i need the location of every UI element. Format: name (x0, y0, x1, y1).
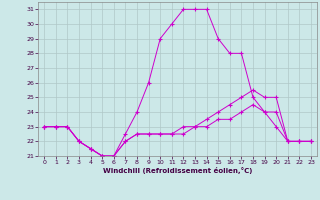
X-axis label: Windchill (Refroidissement éolien,°C): Windchill (Refroidissement éolien,°C) (103, 167, 252, 174)
